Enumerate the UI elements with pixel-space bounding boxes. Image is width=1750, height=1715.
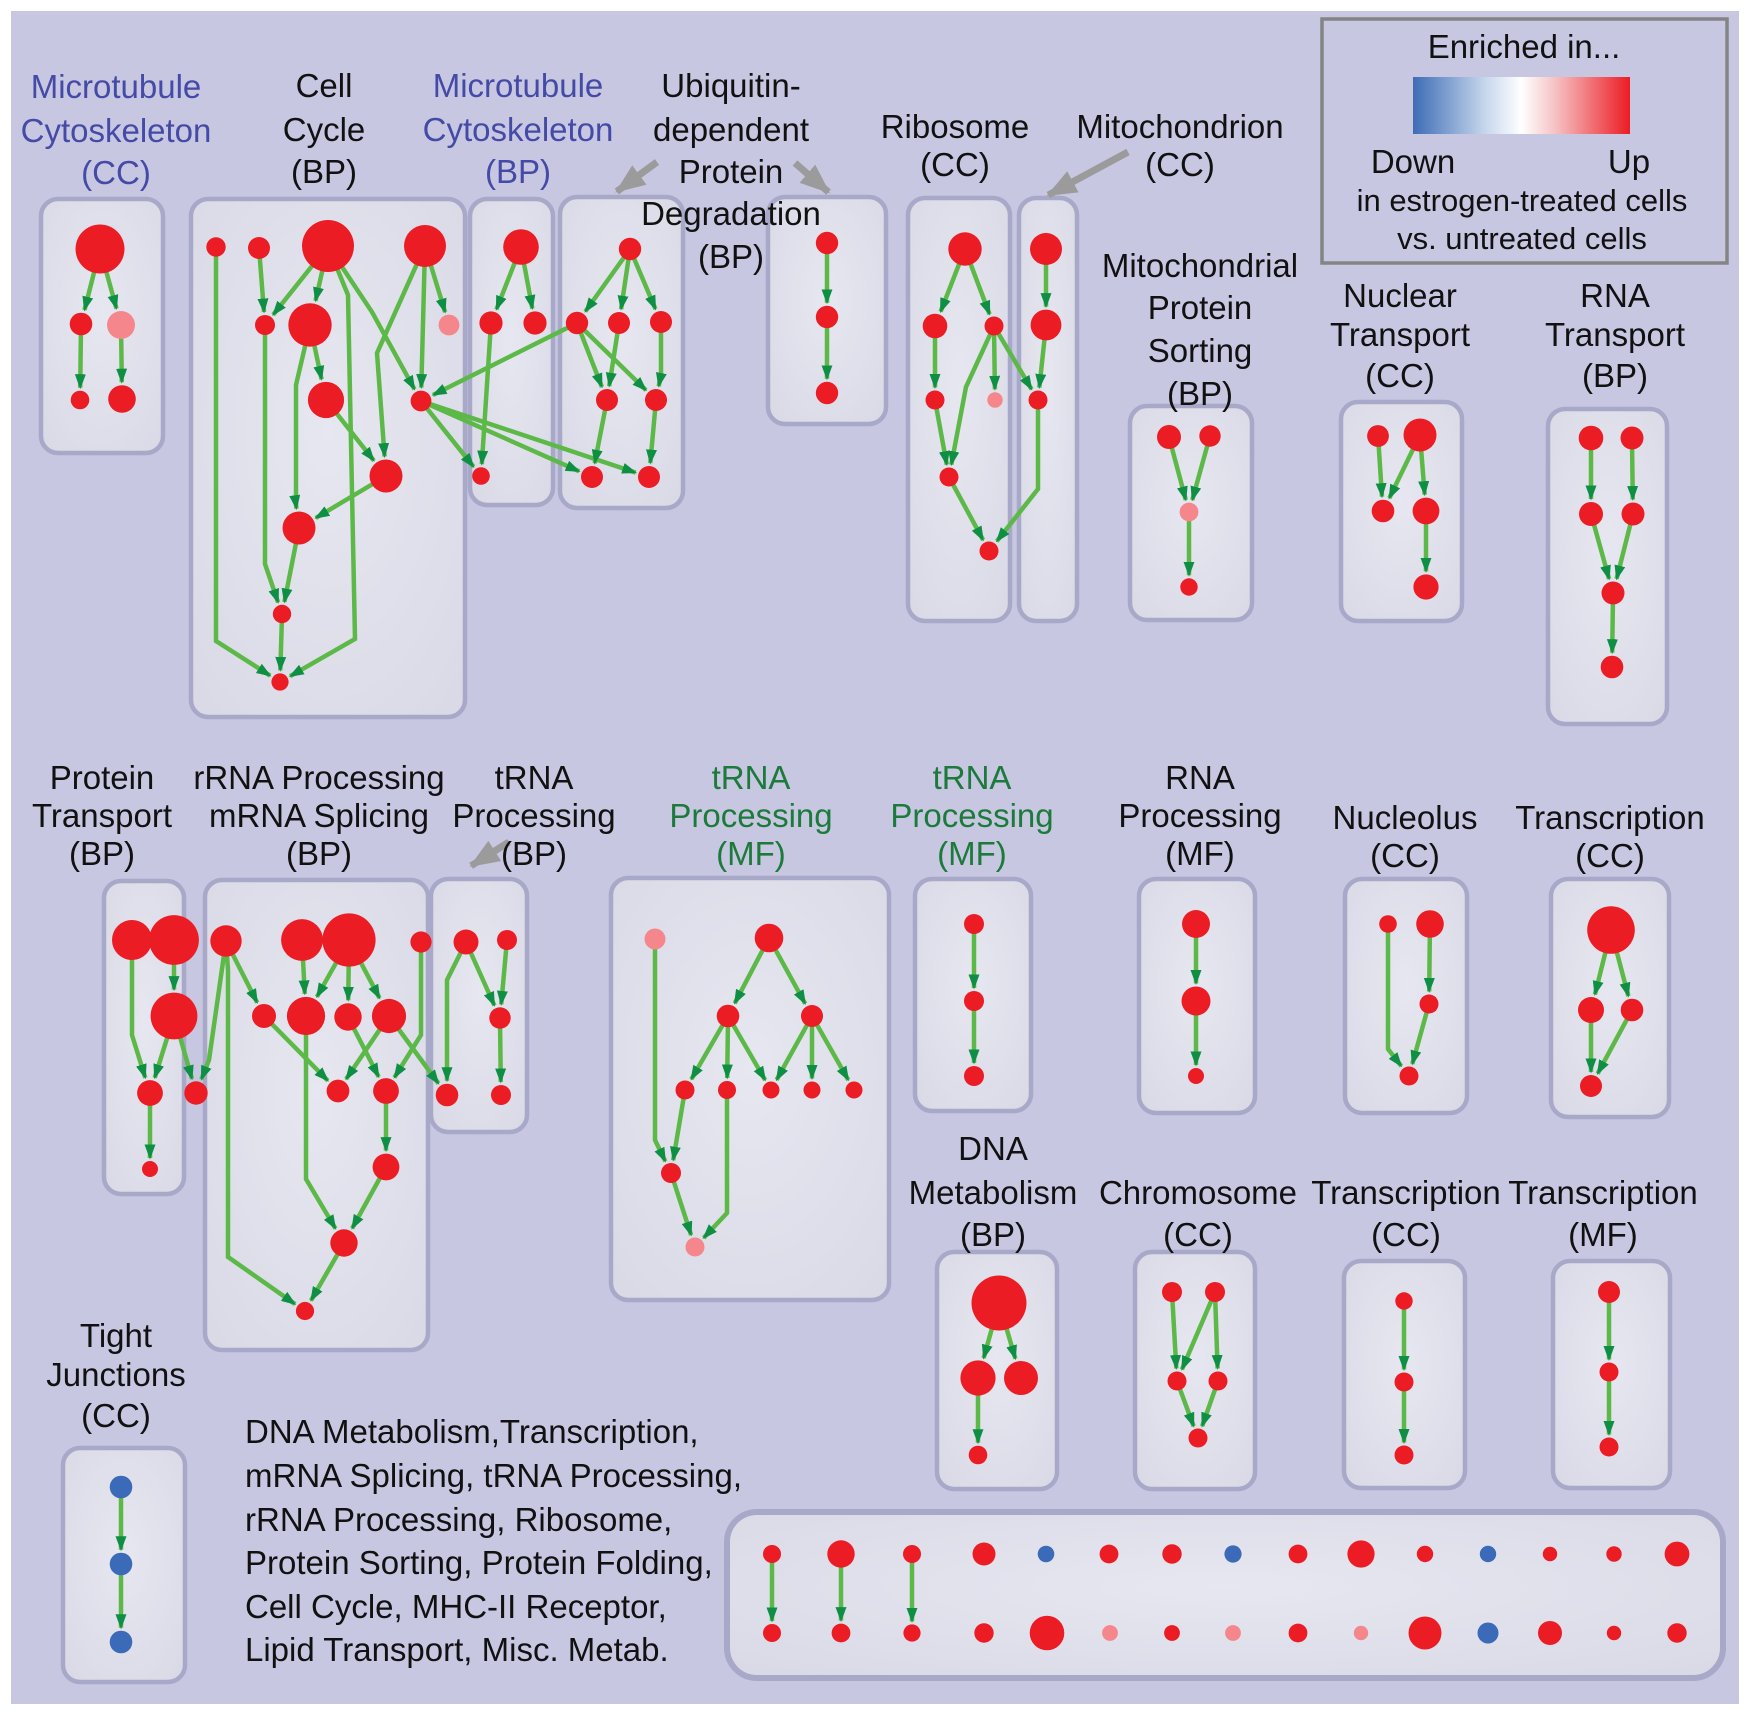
svg-text:Sorting: Sorting (1148, 332, 1253, 369)
svg-text:Cycle: Cycle (283, 111, 366, 148)
svg-text:(BP): (BP) (286, 835, 352, 872)
svg-text:Processing: Processing (1118, 797, 1281, 834)
svg-text:Processing: Processing (452, 797, 615, 834)
svg-text:(MF): (MF) (716, 835, 786, 872)
svg-text:(CC): (CC) (1371, 1216, 1441, 1253)
svg-text:Microtubule: Microtubule (433, 67, 604, 104)
svg-text:Ribosome: Ribosome (881, 108, 1030, 145)
svg-text:DNA: DNA (958, 1130, 1028, 1167)
svg-text:(BP): (BP) (485, 153, 551, 190)
svg-text:vs. untreated cells: vs. untreated cells (1397, 221, 1647, 256)
svg-text:Transcription: Transcription (1508, 1174, 1698, 1211)
svg-text:dependent: dependent (653, 111, 809, 148)
svg-text:tRNA: tRNA (933, 759, 1012, 796)
svg-text:Processing: Processing (890, 797, 1053, 834)
svg-text:(CC): (CC) (1365, 357, 1435, 394)
svg-text:RNA: RNA (1580, 277, 1650, 314)
svg-text:(BP): (BP) (1582, 357, 1648, 394)
svg-text:Ubiquitin-: Ubiquitin- (661, 67, 800, 104)
svg-text:Junctions: Junctions (46, 1356, 185, 1393)
svg-text:Cytoskeleton: Cytoskeleton (21, 112, 212, 149)
svg-text:Cell Cycle, MHC-II Receptor,: Cell Cycle, MHC-II Receptor, (245, 1588, 667, 1625)
svg-text:mRNA Splicing, tRNA Processing: mRNA Splicing, tRNA Processing, (245, 1457, 742, 1494)
svg-text:rRNA Processing: rRNA Processing (193, 759, 444, 796)
svg-text:Lipid Transport, Misc. Metab.: Lipid Transport, Misc. Metab. (245, 1631, 669, 1668)
svg-text:DNA Metabolism,Transcription,: DNA Metabolism,Transcription, (245, 1413, 699, 1450)
svg-text:Mitochondrion: Mitochondrion (1076, 108, 1283, 145)
svg-text:(BP): (BP) (698, 238, 764, 275)
svg-text:Transport: Transport (1330, 316, 1470, 353)
svg-text:Protein: Protein (50, 759, 155, 796)
svg-text:(BP): (BP) (501, 835, 567, 872)
svg-text:(BP): (BP) (1167, 375, 1233, 412)
svg-text:(CC): (CC) (920, 146, 990, 183)
svg-text:(CC): (CC) (1370, 837, 1440, 874)
svg-text:(MF): (MF) (1568, 1216, 1638, 1253)
svg-text:Tight: Tight (80, 1317, 152, 1354)
svg-text:(MF): (MF) (1165, 835, 1235, 872)
svg-text:Up: Up (1608, 143, 1650, 180)
svg-text:(BP): (BP) (291, 153, 357, 190)
svg-text:Metabolism: Metabolism (909, 1174, 1078, 1211)
svg-text:(CC): (CC) (1163, 1216, 1233, 1253)
svg-text:Cytoskeleton: Cytoskeleton (423, 111, 614, 148)
svg-text:Mitochondrial: Mitochondrial (1102, 247, 1298, 284)
svg-text:Transcription: Transcription (1515, 799, 1705, 836)
svg-text:Chromosome: Chromosome (1099, 1174, 1297, 1211)
svg-text:tRNA: tRNA (712, 759, 791, 796)
svg-text:Down: Down (1371, 143, 1455, 180)
svg-text:RNA: RNA (1165, 759, 1235, 796)
svg-text:Transcription: Transcription (1311, 1174, 1501, 1211)
svg-text:Transport: Transport (32, 797, 172, 834)
svg-text:(BP): (BP) (69, 835, 135, 872)
svg-text:Cell: Cell (296, 67, 353, 104)
svg-text:Transport: Transport (1545, 316, 1685, 353)
svg-text:Protein: Protein (679, 153, 784, 190)
svg-text:Protein: Protein (1148, 289, 1253, 326)
svg-text:(MF): (MF) (937, 835, 1007, 872)
svg-text:tRNA: tRNA (495, 759, 574, 796)
svg-text:Enriched in...: Enriched in... (1428, 28, 1621, 65)
svg-text:Nuclear: Nuclear (1343, 277, 1457, 314)
svg-text:Protein Sorting, Protein Foldi: Protein Sorting, Protein Folding, (245, 1544, 713, 1581)
svg-text:(CC): (CC) (1575, 837, 1645, 874)
svg-text:mRNA Splicing: mRNA Splicing (209, 797, 429, 834)
svg-text:rRNA Processing, Ribosome,: rRNA Processing, Ribosome, (245, 1501, 672, 1538)
svg-text:(BP): (BP) (960, 1216, 1026, 1253)
svg-text:(CC): (CC) (81, 1397, 151, 1434)
svg-text:(CC): (CC) (1145, 146, 1215, 183)
svg-text:Processing: Processing (669, 797, 832, 834)
svg-text:Degradation: Degradation (641, 195, 821, 232)
svg-text:Microtubule: Microtubule (31, 68, 202, 105)
svg-text:Nucleolus: Nucleolus (1333, 799, 1478, 836)
svg-text:(CC): (CC) (81, 154, 151, 191)
svg-text:in estrogen-treated cells: in estrogen-treated cells (1357, 183, 1688, 218)
